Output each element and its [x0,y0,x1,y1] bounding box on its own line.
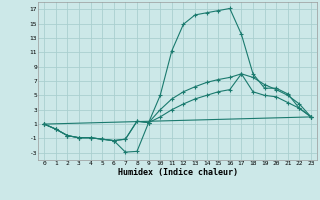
X-axis label: Humidex (Indice chaleur): Humidex (Indice chaleur) [118,168,238,177]
